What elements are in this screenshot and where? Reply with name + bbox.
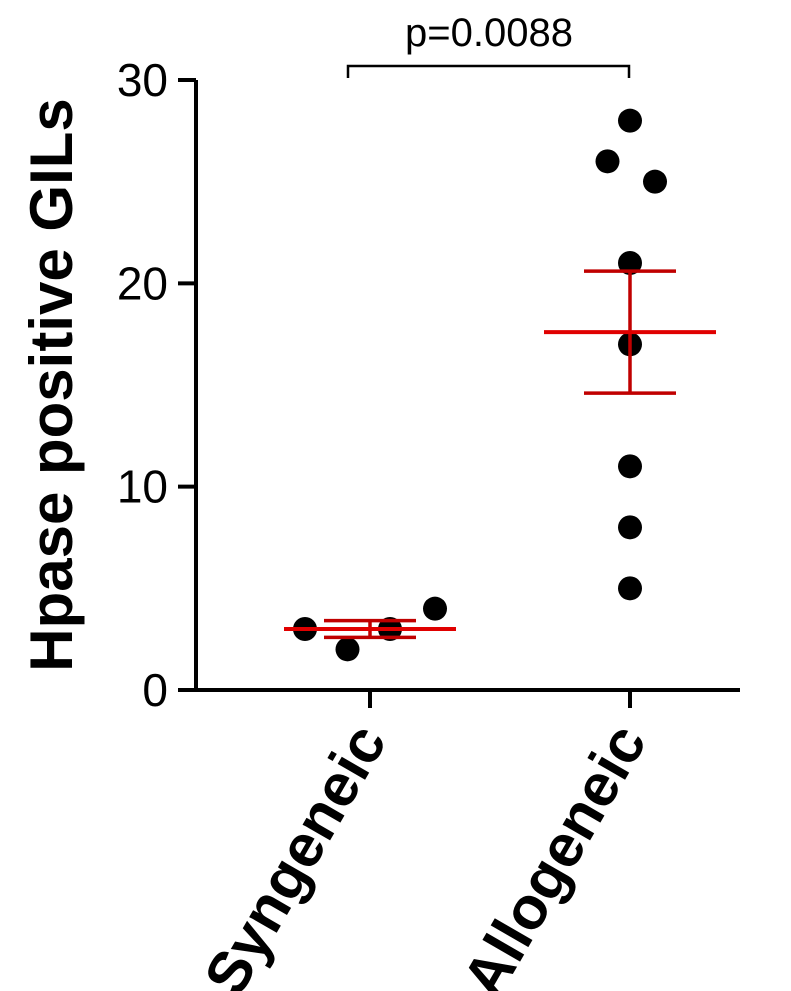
data-point — [335, 637, 360, 662]
data-point — [618, 454, 642, 479]
y-tick-label: 20 — [117, 257, 168, 309]
y-tick-label: 30 — [117, 54, 168, 106]
y-tick-label: 0 — [142, 664, 168, 716]
data-point — [618, 108, 642, 133]
data-point — [423, 596, 447, 621]
data-point — [618, 515, 642, 540]
mean-sem-markers — [284, 269, 716, 640]
data-point — [595, 149, 620, 174]
p-value-label: p=0.0088 — [405, 11, 573, 55]
data-point — [618, 576, 642, 601]
y-ticks: 0 10 20 30 — [117, 54, 196, 716]
y-tick-label: 10 — [117, 461, 168, 513]
data-point — [643, 169, 667, 194]
data-point — [618, 251, 642, 275]
x-category-label: Allogeneic — [450, 713, 660, 991]
x-category-label: Syngeneic — [191, 713, 399, 991]
data-points — [293, 108, 667, 662]
significance-bracket — [346, 64, 631, 78]
y-axis-title: Hpase positive GILs — [18, 98, 85, 672]
significance-annotation: p=0.0088 — [346, 11, 631, 78]
x-ticks: Syngeneic Allogeneic — [191, 690, 659, 991]
